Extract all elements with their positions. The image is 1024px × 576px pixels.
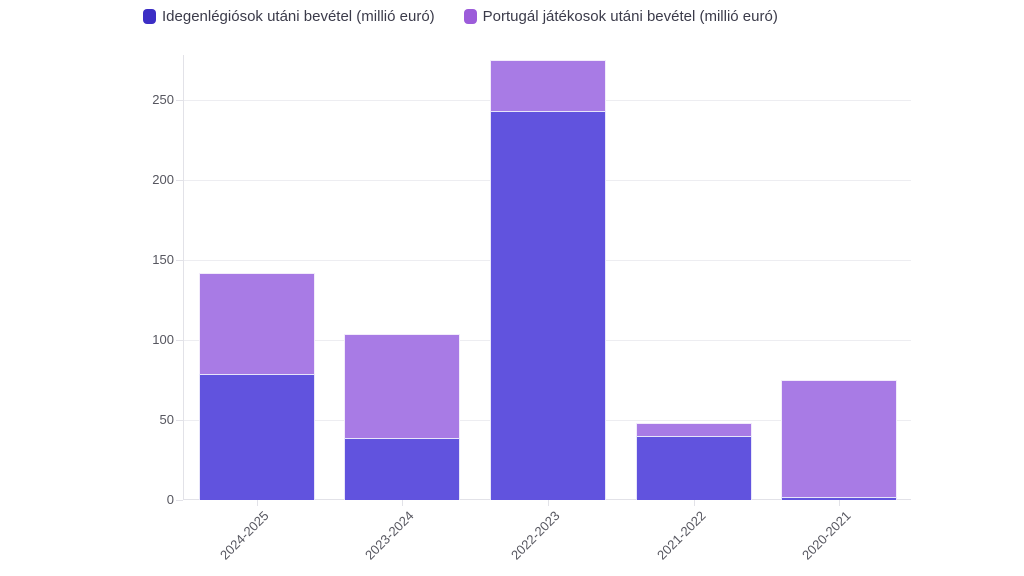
x-tick-label-2023-2024: 2023-2024	[362, 508, 417, 563]
legend-swatch-portuguese-players	[463, 9, 477, 24]
bar-2022-2023-segment-portuguese[interactable]	[490, 60, 606, 112]
x-tick-label-2020-2021: 2020-2021	[799, 508, 854, 563]
y-tick-label-50: 50	[159, 412, 174, 427]
bar-2023-2024-segment-foreign[interactable]	[344, 437, 461, 500]
legend-item-portuguese-players-revenue[interactable]: Portugál játékosok utáni bevétel (millió…	[463, 8, 778, 25]
bar-2024-2025-segment-foreign[interactable]	[198, 373, 315, 500]
y-axis-tick-150	[176, 260, 183, 261]
bar-2023-2024-segment-portuguese[interactable]	[344, 333, 461, 438]
bar-2022-2023-segment-foreign[interactable]	[490, 111, 606, 500]
x-axis-tick-2020-2021	[839, 500, 841, 506]
y-axis-tick-100	[176, 340, 183, 341]
bar-2024-2025-segment-portuguese[interactable]	[198, 272, 315, 374]
y-axis-tick-0	[176, 500, 183, 501]
y-tick-label-250: 250	[152, 92, 174, 107]
y-tick-label-100: 100	[152, 332, 174, 347]
y-axis-tick-50	[176, 420, 183, 421]
bar-2021-2022-segment-foreign[interactable]	[635, 436, 752, 500]
bar-2020-2021-segment-foreign[interactable]	[781, 496, 898, 500]
x-axis-tick-2024-2025	[256, 500, 258, 506]
y-tick-label-200: 200	[152, 172, 174, 187]
legend-label-foreign-players: Idegenlégiósok utáni bevétel (millió eur…	[162, 8, 435, 25]
x-tick-label-2024-2025: 2024-2025	[216, 508, 272, 563]
plot-area: 0 50 100 150 200 250 2024-2025 2023-2024 2022-20…	[152, 55, 911, 563]
x-axis-tick-2023-2024	[402, 500, 404, 506]
x-axis-tick-2022-2023	[548, 500, 549, 506]
x-axis-tick-2021-2022	[693, 500, 695, 506]
y-axis-tick-200	[176, 180, 183, 181]
x-tick-label-2021-2022: 2021-2022	[653, 508, 709, 563]
y-tick-label-150: 150	[152, 252, 174, 267]
legend-label-portuguese-players: Portugál játékosok utáni bevétel (millió…	[482, 8, 778, 25]
bar-2021-2022-segment-portuguese[interactable]	[635, 423, 752, 436]
legend: Idegenlégiósok utáni bevétel (millió eur…	[143, 8, 778, 25]
y-tick-label-0: 0	[166, 492, 174, 507]
legend-item-foreign-players-revenue[interactable]: Idegenlégiósok utáni bevétel (millió eur…	[143, 8, 435, 25]
x-tick-label-2022-2023: 2022-2023	[508, 508, 563, 563]
y-axis-tick-250	[176, 100, 183, 101]
bar-2020-2021-segment-portuguese[interactable]	[781, 380, 898, 497]
legend-swatch-foreign-players	[143, 9, 156, 24]
